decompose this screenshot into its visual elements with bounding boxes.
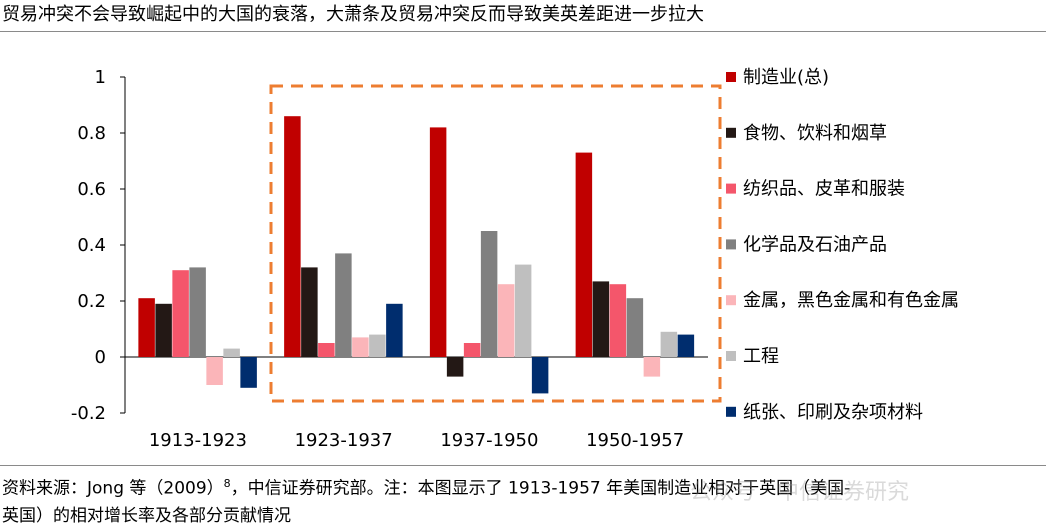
legend-label: 工程 bbox=[743, 346, 779, 367]
legend-swatch bbox=[726, 239, 736, 250]
y-tick-label: 0 bbox=[95, 347, 106, 368]
bottom-divider bbox=[0, 465, 1046, 466]
bar bbox=[138, 298, 155, 357]
bar bbox=[514, 264, 532, 357]
legend-swatch bbox=[726, 351, 736, 361]
chart-title: 贸易冲突不会导致崛起中的大国的衰落，大萧条及贸易冲突反而导致美英差距进一步拉大 bbox=[2, 4, 704, 25]
legend-label: 食物、饮料和烟草 bbox=[743, 123, 887, 144]
bar bbox=[531, 357, 549, 394]
legend-swatch bbox=[726, 406, 736, 417]
bar bbox=[189, 267, 206, 357]
bar bbox=[352, 337, 369, 357]
bar bbox=[223, 348, 240, 357]
y-tick-label: -0.2 bbox=[71, 403, 106, 424]
bar bbox=[575, 152, 593, 357]
y-tick-label: 1 bbox=[95, 67, 106, 88]
y-tick-label: 0.4 bbox=[77, 235, 106, 256]
bar bbox=[172, 270, 189, 357]
bar bbox=[660, 331, 678, 357]
legend-label: 化学品及石油产品 bbox=[743, 234, 887, 255]
bar bbox=[240, 357, 257, 388]
legend-swatch bbox=[726, 183, 736, 194]
x-tick-label: 1913-1923 bbox=[149, 430, 247, 451]
source-note: 资料来源：Jong 等（2009）8，中信证券研究部。注：本图显示了 1913-… bbox=[2, 470, 1042, 530]
x-tick-label: 1937-1950 bbox=[440, 430, 538, 451]
legend-swatch bbox=[726, 295, 736, 306]
bar bbox=[335, 253, 352, 357]
bar bbox=[386, 303, 403, 357]
bar bbox=[463, 343, 481, 357]
bar bbox=[155, 303, 172, 357]
bar-chart: -0.2 0 0.2 0.4 0.6 0.8 1 1913-1923 1923-1937 1937… bbox=[71, 67, 959, 451]
bar bbox=[626, 298, 644, 357]
bar bbox=[301, 267, 318, 357]
source-prefix: 资料来源：Jong 等（2009） bbox=[2, 478, 224, 499]
highlight-box bbox=[269, 84, 722, 403]
legend-label: 制造业(总) bbox=[743, 67, 829, 88]
y-tick-label: 0.2 bbox=[77, 291, 106, 312]
bar bbox=[446, 357, 464, 377]
bar bbox=[318, 343, 335, 357]
source-footnote-number: 8 bbox=[223, 477, 231, 490]
legend-label: 纺织品、皮革和服装 bbox=[743, 179, 905, 200]
bar bbox=[284, 116, 301, 357]
bar bbox=[609, 284, 627, 357]
legend-label: 金属，黑色金属和有色金属 bbox=[743, 290, 959, 311]
bar bbox=[497, 284, 515, 357]
bar bbox=[429, 127, 447, 358]
bar bbox=[206, 357, 223, 385]
bar bbox=[369, 334, 386, 357]
y-tick-label: 0.8 bbox=[77, 123, 106, 144]
x-tick-label: 1950-1957 bbox=[586, 430, 684, 451]
legend-label: 纸张、印刷及杂项材料 bbox=[743, 402, 923, 423]
legend-swatch bbox=[726, 72, 736, 82]
top-divider bbox=[0, 31, 1046, 32]
bar bbox=[677, 334, 695, 357]
legend-swatch bbox=[726, 127, 736, 138]
bar bbox=[480, 231, 498, 357]
y-tick-label: 0.6 bbox=[77, 179, 106, 200]
x-tick-label: 1923-1937 bbox=[295, 430, 393, 451]
bar bbox=[592, 281, 610, 357]
bar bbox=[643, 357, 661, 377]
source-text-line2: 英国）的相对增长率及各部分贡献情况 bbox=[2, 505, 291, 526]
source-text: ，中信证券研究部。注：本图显示了 1913-1957 年美国制造业相对于英国（美… bbox=[230, 478, 851, 499]
